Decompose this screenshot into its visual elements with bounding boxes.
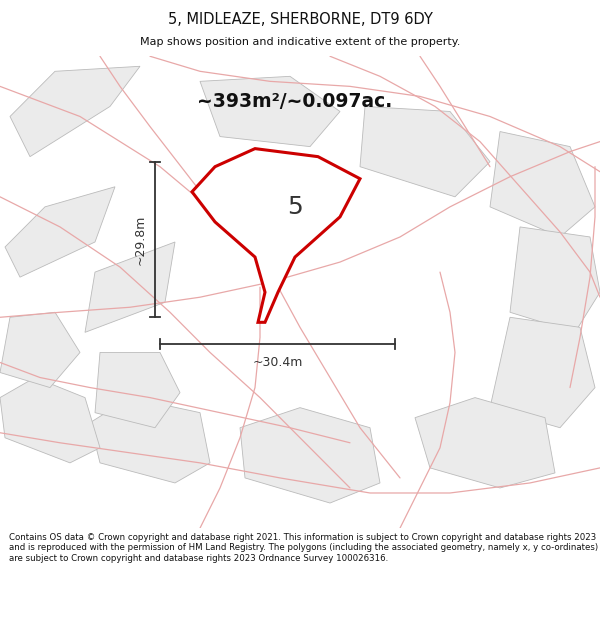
Polygon shape xyxy=(510,227,600,332)
Polygon shape xyxy=(90,398,210,483)
Polygon shape xyxy=(85,242,175,332)
Polygon shape xyxy=(95,352,180,428)
Polygon shape xyxy=(5,187,115,277)
Polygon shape xyxy=(192,149,360,322)
Text: ~30.4m: ~30.4m xyxy=(253,356,302,369)
Polygon shape xyxy=(360,106,490,197)
Polygon shape xyxy=(10,66,140,157)
Polygon shape xyxy=(490,318,595,428)
Polygon shape xyxy=(490,131,595,237)
Polygon shape xyxy=(0,378,100,463)
Text: Contains OS data © Crown copyright and database right 2021. This information is : Contains OS data © Crown copyright and d… xyxy=(9,533,598,563)
Text: ~29.8m: ~29.8m xyxy=(134,214,147,264)
Text: ~393m²/~0.097ac.: ~393m²/~0.097ac. xyxy=(197,92,392,111)
Text: 5: 5 xyxy=(287,195,303,219)
Polygon shape xyxy=(200,76,340,147)
Polygon shape xyxy=(240,408,380,503)
Polygon shape xyxy=(0,312,80,388)
Polygon shape xyxy=(415,398,555,488)
Text: 5, MIDLEAZE, SHERBORNE, DT9 6DY: 5, MIDLEAZE, SHERBORNE, DT9 6DY xyxy=(167,12,433,28)
Text: Map shows position and indicative extent of the property.: Map shows position and indicative extent… xyxy=(140,36,460,47)
